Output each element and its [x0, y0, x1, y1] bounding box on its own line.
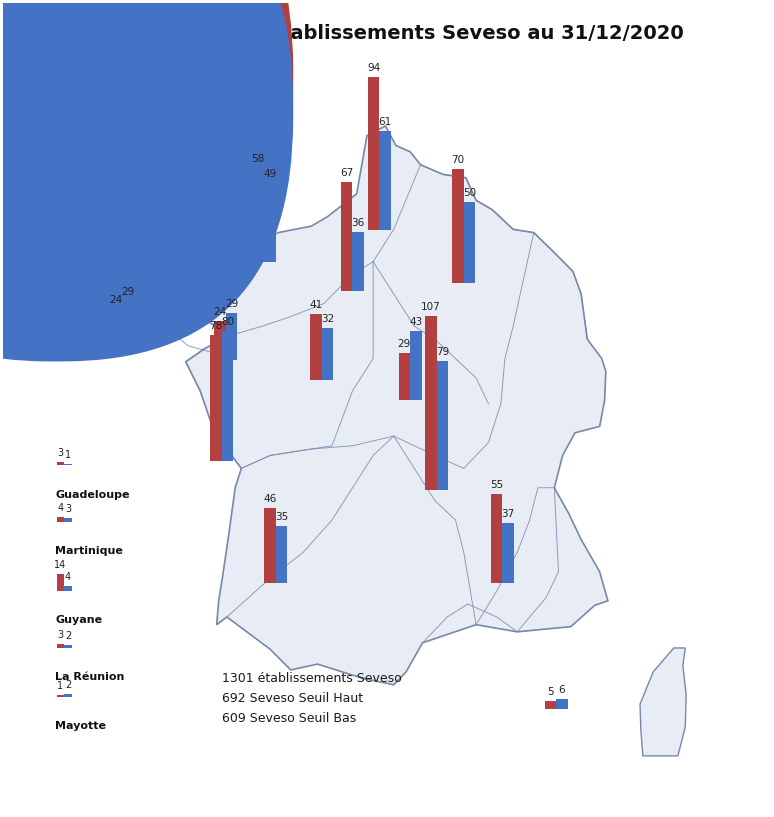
Text: 32: 32: [320, 314, 334, 324]
Bar: [64, 694, 72, 697]
Text: 14: 14: [54, 560, 67, 570]
Text: 61: 61: [378, 117, 392, 127]
Text: 94: 94: [367, 64, 380, 74]
Text: 55: 55: [490, 480, 503, 489]
Bar: [310, 314, 322, 380]
Text: 4: 4: [65, 572, 71, 583]
Bar: [368, 78, 379, 230]
Bar: [252, 168, 264, 262]
Bar: [437, 361, 448, 489]
Bar: [556, 699, 567, 708]
Text: 80: 80: [221, 317, 234, 328]
Bar: [341, 182, 352, 291]
Bar: [57, 462, 64, 466]
Bar: [352, 232, 364, 291]
Bar: [545, 701, 556, 708]
Bar: [491, 493, 502, 583]
Text: 58: 58: [252, 154, 265, 164]
Bar: [399, 353, 410, 400]
Bar: [57, 645, 64, 648]
Text: 29: 29: [224, 299, 238, 309]
Bar: [214, 321, 226, 359]
FancyBboxPatch shape: [0, 0, 293, 328]
Bar: [264, 183, 276, 262]
Text: 24: 24: [214, 307, 227, 317]
Text: 1: 1: [65, 450, 71, 460]
Bar: [322, 328, 334, 380]
Bar: [276, 526, 287, 583]
Bar: [226, 313, 237, 359]
Bar: [410, 331, 422, 400]
Bar: [264, 508, 276, 583]
Text: 3: 3: [65, 504, 71, 515]
Bar: [464, 202, 475, 283]
Polygon shape: [640, 648, 686, 756]
Bar: [64, 587, 72, 591]
Bar: [64, 645, 72, 648]
Text: La Réunion: La Réunion: [55, 672, 125, 682]
Bar: [122, 301, 133, 348]
Text: 41: 41: [310, 300, 323, 310]
Bar: [57, 517, 64, 522]
Bar: [211, 335, 222, 462]
Text: 35: 35: [275, 512, 288, 522]
Text: Seuil haut: Seuil haut: [72, 69, 142, 83]
Text: Guadeloupe: Guadeloupe: [55, 489, 129, 500]
Text: 46: 46: [263, 494, 276, 504]
Bar: [57, 574, 64, 591]
Bar: [64, 464, 72, 466]
Text: 3: 3: [57, 630, 63, 641]
Bar: [379, 131, 391, 230]
Bar: [57, 695, 64, 697]
Text: 37: 37: [502, 509, 515, 519]
FancyBboxPatch shape: [0, 0, 293, 361]
Text: 1301 établissements Seveso
692 Seveso Seuil Haut
609 Seveso Seuil Bas: 1301 établissements Seveso 692 Seveso Se…: [222, 672, 402, 725]
Text: 29: 29: [398, 339, 411, 349]
Text: 70: 70: [451, 155, 464, 165]
Text: 29: 29: [121, 287, 134, 297]
Text: Martinique: Martinique: [55, 547, 123, 556]
Text: 79: 79: [436, 347, 450, 357]
Bar: [502, 523, 514, 583]
Text: 78: 78: [210, 320, 223, 331]
Text: 2: 2: [65, 680, 71, 690]
Text: 1: 1: [57, 681, 63, 691]
Text: Seuil bas: Seuil bas: [72, 103, 135, 117]
Text: 5: 5: [547, 686, 553, 697]
Bar: [222, 332, 233, 462]
Text: 107: 107: [421, 302, 441, 312]
Text: 43: 43: [409, 316, 423, 327]
Text: 2: 2: [65, 632, 71, 641]
Polygon shape: [93, 126, 608, 685]
Bar: [426, 316, 437, 489]
Text: 36: 36: [351, 218, 365, 229]
Bar: [452, 169, 464, 283]
Bar: [64, 519, 72, 522]
Text: 49: 49: [263, 169, 276, 179]
Bar: [111, 309, 122, 348]
Text: Guyane: Guyane: [55, 615, 102, 626]
Text: 6: 6: [559, 685, 565, 695]
Text: 4: 4: [57, 503, 63, 513]
Text: 50: 50: [463, 188, 476, 198]
Text: 3: 3: [57, 448, 63, 458]
Text: 24: 24: [109, 295, 123, 305]
Text: Répartition des établissements Seveso au 31/12/2020: Répartition des établissements Seveso au…: [91, 23, 683, 43]
Text: Mayotte: Mayotte: [55, 721, 106, 731]
Text: 67: 67: [340, 168, 353, 178]
